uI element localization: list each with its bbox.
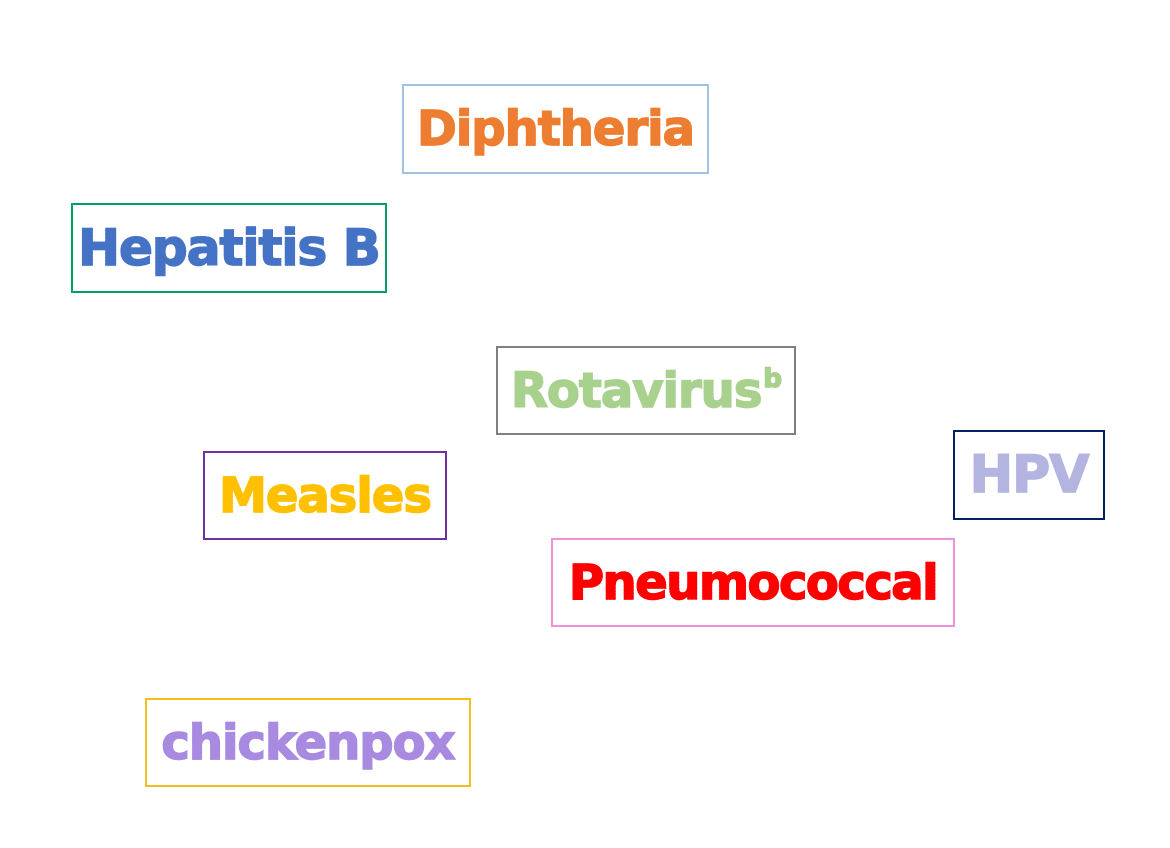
rotavirus-text: Rotavirusb (510, 364, 783, 416)
chickenpox-box: chickenpox (145, 698, 471, 787)
hepatitis-b-label: Hepatitis B (77, 219, 381, 277)
diphtheria-label: Diphtheria (416, 101, 696, 157)
pneumococcal-box: Pneumococcal (551, 538, 955, 627)
rotavirus-label: Rotavirus (510, 363, 763, 419)
rotavirus-box: Rotavirusb (496, 346, 796, 435)
hpv-label: HPV (969, 445, 1090, 505)
diphtheria-box: Diphtheria (402, 84, 709, 174)
hepatitis-b-box: Hepatitis B (71, 203, 387, 293)
pneumococcal-label: Pneumococcal (568, 554, 939, 611)
hpv-box: HPV (953, 430, 1105, 520)
rotavirus-footnote-marker: b (763, 364, 783, 394)
chickenpox-label: chickenpox (161, 714, 457, 771)
measles-label: Measles (218, 467, 432, 524)
measles-box: Measles (203, 451, 447, 540)
